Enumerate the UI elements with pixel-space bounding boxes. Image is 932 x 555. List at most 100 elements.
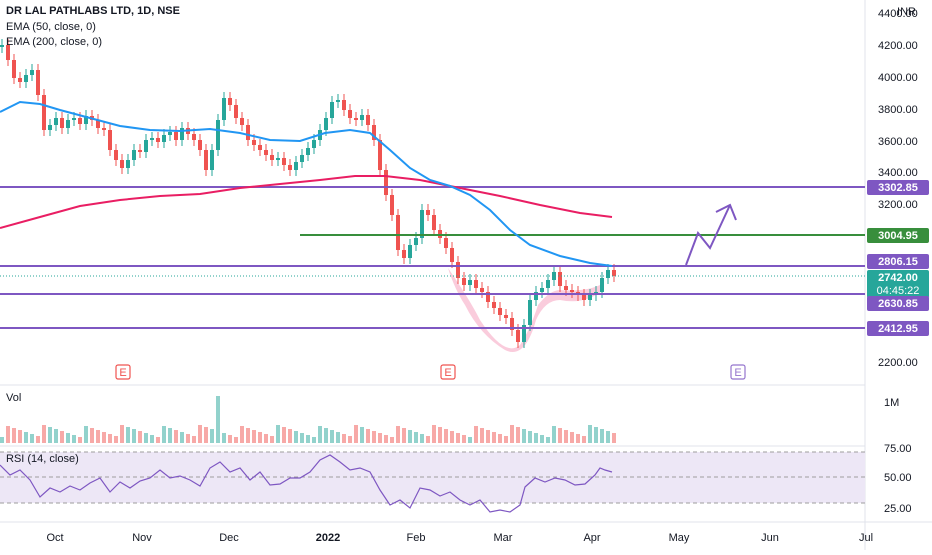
volume-bar bbox=[222, 433, 226, 443]
candle bbox=[78, 118, 82, 124]
volume-bar bbox=[600, 429, 604, 443]
candle bbox=[342, 100, 346, 110]
earnings-marker[interactable]: E bbox=[440, 364, 456, 380]
ema-50-line[interactable] bbox=[0, 100, 613, 267]
candle bbox=[24, 75, 28, 82]
volume-bar bbox=[330, 430, 334, 443]
candle bbox=[30, 70, 34, 75]
volume-bar bbox=[156, 437, 160, 443]
volume-bar bbox=[186, 434, 190, 443]
ema-200-legend[interactable]: EMA (200, close, 0) bbox=[6, 36, 102, 48]
volume-bar bbox=[540, 435, 544, 443]
candle bbox=[240, 118, 244, 125]
candle bbox=[270, 155, 274, 160]
volume-bar bbox=[96, 430, 100, 443]
volume-bar bbox=[144, 433, 148, 443]
candle bbox=[498, 308, 502, 315]
earnings-marker-upcoming[interactable]: E bbox=[730, 364, 746, 380]
volume-bar bbox=[204, 427, 208, 443]
volume-bar bbox=[588, 425, 592, 443]
volume-bar bbox=[414, 432, 418, 443]
volume-bar bbox=[72, 435, 76, 443]
volume-bar bbox=[42, 425, 46, 443]
candle bbox=[42, 95, 46, 130]
candle bbox=[354, 118, 358, 120]
volume-series[interactable] bbox=[0, 396, 616, 443]
currency-label[interactable]: INR bbox=[897, 6, 916, 18]
volume-bar bbox=[12, 428, 16, 443]
volume-bar bbox=[372, 431, 376, 443]
projection-arrow[interactable] bbox=[685, 204, 731, 266]
candle bbox=[264, 150, 268, 155]
volume-bar bbox=[150, 435, 154, 443]
candle bbox=[456, 262, 460, 278]
volume-bar bbox=[24, 432, 28, 443]
candle bbox=[468, 280, 472, 285]
candle bbox=[546, 280, 550, 288]
ema-50-legend[interactable]: EMA (50, close, 0) bbox=[6, 21, 96, 33]
candle bbox=[324, 118, 328, 130]
volume-bar bbox=[522, 429, 526, 443]
volume-bar bbox=[324, 428, 328, 443]
rsi-legend[interactable]: RSI (14, close) bbox=[6, 453, 79, 465]
volume-bar bbox=[402, 428, 406, 443]
volume-legend[interactable]: Vol bbox=[6, 392, 22, 404]
candle bbox=[108, 130, 112, 150]
candlestick-series[interactable] bbox=[0, 39, 616, 348]
volume-bar bbox=[180, 432, 184, 443]
candle bbox=[432, 215, 436, 230]
earnings-marker[interactable]: E bbox=[115, 364, 131, 380]
volume-bar bbox=[90, 428, 94, 443]
svg-text:E: E bbox=[734, 367, 741, 379]
volume-bar bbox=[216, 396, 220, 443]
candle bbox=[288, 165, 292, 170]
svg-text:E: E bbox=[119, 367, 126, 379]
candle bbox=[390, 195, 394, 215]
rsi-line[interactable] bbox=[0, 454, 613, 513]
volume-bar bbox=[408, 430, 412, 443]
cup-pattern-highlight[interactable] bbox=[448, 268, 603, 352]
candle bbox=[522, 325, 526, 342]
volume-bar bbox=[342, 434, 346, 443]
candle bbox=[174, 132, 178, 140]
candle bbox=[282, 158, 286, 165]
candle bbox=[534, 292, 538, 300]
candle bbox=[222, 98, 226, 120]
ema-200-line[interactable] bbox=[0, 175, 613, 229]
candle bbox=[150, 138, 154, 140]
volume-bar bbox=[138, 431, 142, 443]
volume-bar bbox=[84, 426, 88, 443]
volume-bar bbox=[126, 427, 130, 443]
volume-bar bbox=[198, 425, 202, 443]
candle bbox=[120, 160, 124, 168]
candle bbox=[492, 302, 496, 308]
candle bbox=[414, 238, 418, 245]
volume-bar bbox=[36, 436, 40, 443]
chart-symbol-title[interactable]: DR LAL PATHLABS LTD, 1D, NSE bbox=[6, 5, 180, 17]
candle bbox=[486, 292, 490, 302]
candle bbox=[306, 148, 310, 155]
candle bbox=[276, 158, 280, 160]
candle bbox=[36, 70, 40, 95]
svg-text:E: E bbox=[444, 367, 451, 379]
candle bbox=[180, 128, 184, 140]
candle bbox=[540, 288, 544, 292]
candle bbox=[192, 134, 196, 140]
volume-bar bbox=[258, 432, 262, 443]
candle bbox=[612, 270, 616, 276]
candle bbox=[564, 286, 568, 290]
candle bbox=[600, 278, 604, 292]
volume-bar bbox=[132, 429, 136, 443]
volume-bar bbox=[582, 436, 586, 443]
candle bbox=[246, 125, 250, 140]
candle bbox=[480, 288, 484, 292]
candle bbox=[396, 215, 400, 250]
candle bbox=[204, 150, 208, 170]
volume-bar bbox=[114, 436, 118, 443]
volume-bar bbox=[432, 425, 436, 443]
candle bbox=[6, 45, 10, 60]
volume-bar bbox=[396, 426, 400, 443]
volume-bar bbox=[612, 433, 616, 443]
